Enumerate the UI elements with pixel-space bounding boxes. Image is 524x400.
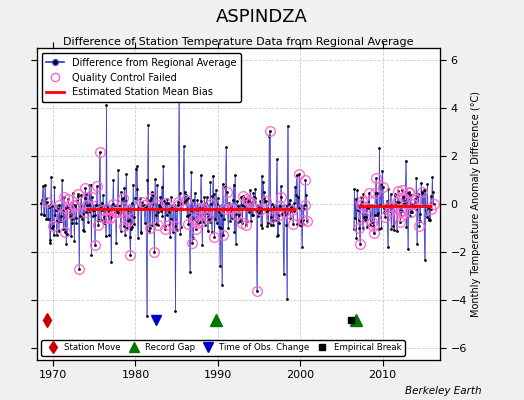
Legend: Station Move, Record Gap, Time of Obs. Change, Empirical Break: Station Move, Record Gap, Time of Obs. C… <box>41 340 405 356</box>
Title: Difference of Station Temperature Data from Regional Average: Difference of Station Temperature Data f… <box>63 37 413 47</box>
Y-axis label: Monthly Temperature Anomaly Difference (°C): Monthly Temperature Anomaly Difference (… <box>471 91 481 317</box>
Text: Berkeley Earth: Berkeley Earth <box>406 386 482 396</box>
Text: ASPINDZA: ASPINDZA <box>216 8 308 26</box>
